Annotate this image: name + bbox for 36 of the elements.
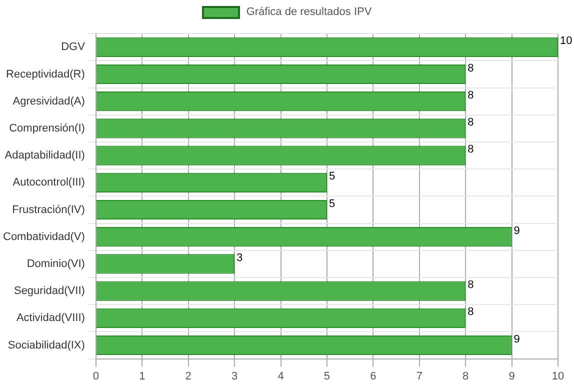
y-tick-label: Adaptabilidad(II) bbox=[4, 150, 85, 162]
data-label: 5 bbox=[328, 198, 336, 210]
x-tick-label: 5 bbox=[324, 370, 330, 382]
y-tick-label: Combatividad(V) bbox=[3, 230, 85, 243]
data-label: 8 bbox=[468, 62, 474, 74]
y-tick-label: Comprensión(I) bbox=[9, 122, 85, 134]
x-tick-label: 9 bbox=[508, 370, 515, 382]
x-tick-label: 3 bbox=[231, 370, 238, 382]
x-tick-label: 2 bbox=[185, 370, 192, 382]
y-tick-label: Actividad(VIII) bbox=[16, 312, 85, 324]
x-tick-label: 8 bbox=[462, 370, 469, 382]
y-tick-label: Autocontrol(III) bbox=[12, 176, 85, 189]
x-tick-label: 0 bbox=[92, 370, 99, 382]
x-tick-label: 6 bbox=[370, 370, 376, 382]
y-tick-label: Frustración(IV) bbox=[12, 204, 85, 216]
y-tick-label: DGV bbox=[61, 41, 86, 54]
x-tick-label: 10 bbox=[552, 370, 564, 382]
data-label: 8 bbox=[468, 89, 474, 102]
series-label: Gráfica de resultados IPV bbox=[246, 6, 372, 18]
y-tick-label: Seguridad(VII) bbox=[14, 285, 85, 298]
y-tick-label: Sociabilidad(IX) bbox=[8, 339, 85, 352]
data-label: 8 bbox=[468, 116, 474, 128]
x-tick-label: 4 bbox=[278, 370, 284, 382]
data-label: 8 bbox=[468, 279, 474, 292]
y-tick-label: Dominio(VI) bbox=[26, 258, 85, 270]
y-tick-label: Receptividad(R) bbox=[6, 68, 85, 80]
data-label: 3 bbox=[236, 252, 243, 264]
data-label: 8 bbox=[468, 144, 474, 156]
data-label: 10 bbox=[560, 35, 572, 48]
x-tick-label: 7 bbox=[416, 370, 422, 382]
data-label: 9 bbox=[514, 333, 520, 346]
x-tick-label: 1 bbox=[139, 370, 146, 382]
data-label: 8 bbox=[468, 306, 474, 318]
data-label: 9 bbox=[514, 224, 520, 237]
data-label: 5 bbox=[328, 170, 336, 183]
y-tick-label: Agresividad(A) bbox=[12, 95, 85, 108]
